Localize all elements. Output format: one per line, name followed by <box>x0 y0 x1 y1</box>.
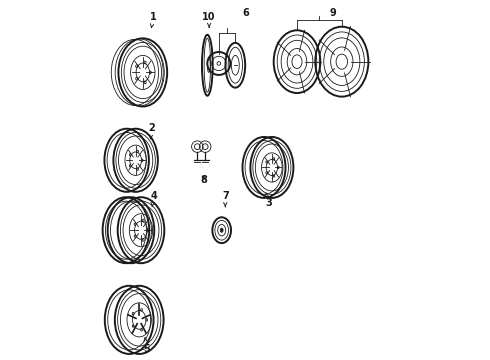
Text: 7: 7 <box>222 191 229 207</box>
Text: 8: 8 <box>200 175 207 185</box>
Text: 10: 10 <box>202 12 216 27</box>
Text: 1: 1 <box>150 12 157 28</box>
Text: 5: 5 <box>143 338 150 354</box>
Text: 9: 9 <box>329 8 336 18</box>
Text: 4: 4 <box>150 191 157 207</box>
Text: 6: 6 <box>243 8 249 18</box>
Text: 2: 2 <box>148 123 155 139</box>
Ellipse shape <box>220 228 223 232</box>
Text: 3: 3 <box>265 193 271 208</box>
